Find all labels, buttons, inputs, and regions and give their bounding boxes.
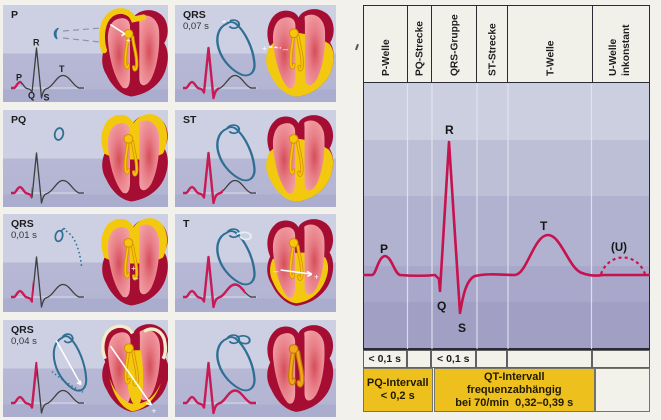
svg-text:Q: Q — [437, 299, 446, 313]
svg-text:S: S — [458, 321, 466, 335]
svg-text:P-Welle: P-Welle — [381, 39, 392, 76]
svg-text:P: P — [380, 242, 388, 256]
svg-text:S: S — [44, 93, 50, 103]
svg-text:(U): (U) — [611, 242, 627, 254]
svg-text:–: – — [273, 266, 279, 276]
svg-text:+: + — [151, 405, 156, 415]
svg-text:R: R — [33, 38, 40, 48]
svg-text:R: R — [445, 123, 454, 137]
svg-text:+: + — [126, 36, 131, 45]
svg-text:QRS-Gruppe: QRS-Gruppe — [449, 14, 460, 76]
svg-text:U-Welle: U-Welle — [608, 38, 619, 76]
svg-text:–: – — [283, 44, 289, 55]
svg-text:–: – — [133, 273, 139, 283]
svg-text:T: T — [540, 219, 548, 233]
svg-text:ST-Strecke: ST-Strecke — [488, 23, 499, 76]
svg-text:Q: Q — [28, 91, 35, 101]
svg-text:+: + — [262, 43, 267, 53]
svg-text:+: + — [314, 271, 319, 281]
svg-text:P: P — [16, 73, 22, 83]
svg-text:T: T — [59, 64, 65, 74]
svg-text:T-Welle: T-Welle — [545, 40, 556, 76]
svg-text:inkonstant: inkonstant — [621, 24, 632, 76]
svg-text:+: + — [131, 264, 136, 273]
svg-text:PQ-Strecke: PQ-Strecke — [415, 21, 426, 76]
